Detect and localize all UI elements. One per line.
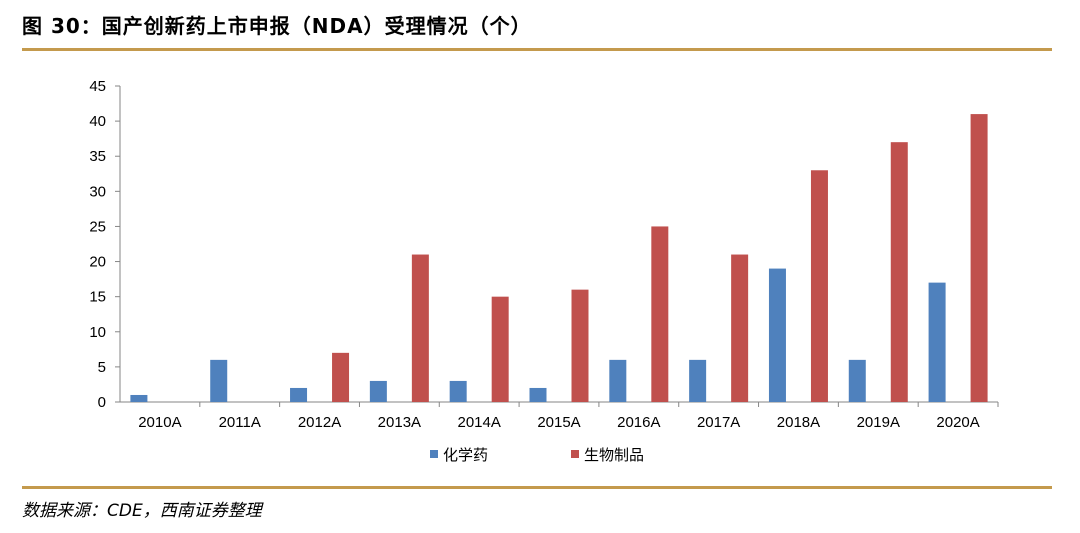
y-tick-label: 0: [98, 394, 106, 411]
bar-chem: [529, 387, 547, 402]
bar-chart: 0 5 10 15 20 25 30 35 40 45 2010A 2011A 2012A 2013A 20…: [89, 78, 999, 464]
figure-title: 图 30：国产创新药上市申报（NDA）受理情况（个）: [22, 14, 532, 38]
chart-labels: 0 5 10 15 20 25 30 35 40 45 2010A 2011A 2012A 2013A 20…: [89, 78, 979, 431]
x-tick-label: 2013A: [378, 414, 421, 431]
x-tick-label: 2010A: [138, 414, 181, 431]
x-tick-label: 2020A: [936, 414, 979, 431]
bar-bio: [571, 289, 589, 402]
y-tick-label: 20: [89, 254, 106, 271]
bar-chem: [290, 387, 308, 402]
chart-bars: [130, 114, 988, 402]
y-tick-label: 5: [98, 359, 106, 376]
chart-legend: 化学药 生物制品: [430, 446, 644, 464]
x-tick-label: 2018A: [777, 414, 820, 431]
source-note: 数据来源：CDE，西南证券整理: [22, 501, 262, 521]
bar-bio: [890, 142, 908, 402]
y-tick-label: 40: [89, 113, 106, 130]
top-rule: [22, 48, 1052, 51]
bar-chem: [848, 359, 866, 402]
y-tick-label: 15: [89, 289, 106, 306]
bar-bio: [491, 296, 509, 402]
bar-bio: [731, 254, 749, 402]
bar-bio: [411, 254, 429, 402]
legend-swatch: [571, 450, 579, 458]
chart-axes: [115, 85, 999, 407]
x-tick-label: 2014A: [457, 414, 500, 431]
bottom-rule: [22, 486, 1052, 489]
x-tick-label: 2012A: [298, 414, 341, 431]
x-tick-label: 2017A: [697, 414, 740, 431]
y-tick-label: 25: [89, 218, 106, 235]
bar-bio: [332, 352, 350, 402]
y-tick-label: 10: [89, 324, 106, 341]
bar-bio: [810, 170, 828, 402]
bar-chem: [928, 282, 946, 402]
x-tick-label: 2016A: [617, 414, 660, 431]
bar-chem: [210, 359, 228, 402]
bar-bio: [651, 226, 669, 402]
bar-chem: [609, 359, 627, 402]
bar-chem: [130, 394, 148, 402]
bar-chem: [768, 268, 786, 402]
x-tick-label: 2015A: [537, 414, 580, 431]
x-tick-label: 2019A: [857, 414, 900, 431]
legend-swatch: [430, 450, 438, 458]
x-tick-label: 2011A: [219, 414, 261, 431]
legend-label: 化学药: [443, 446, 488, 464]
bar-chem: [369, 380, 387, 402]
legend-label: 生物制品: [584, 446, 644, 464]
y-tick-label: 30: [89, 183, 106, 200]
y-tick-label: 35: [89, 148, 106, 165]
y-tick-label: 45: [89, 78, 106, 95]
bar-chem: [689, 359, 707, 402]
bar-chem: [449, 380, 467, 402]
bar-bio: [970, 114, 988, 402]
